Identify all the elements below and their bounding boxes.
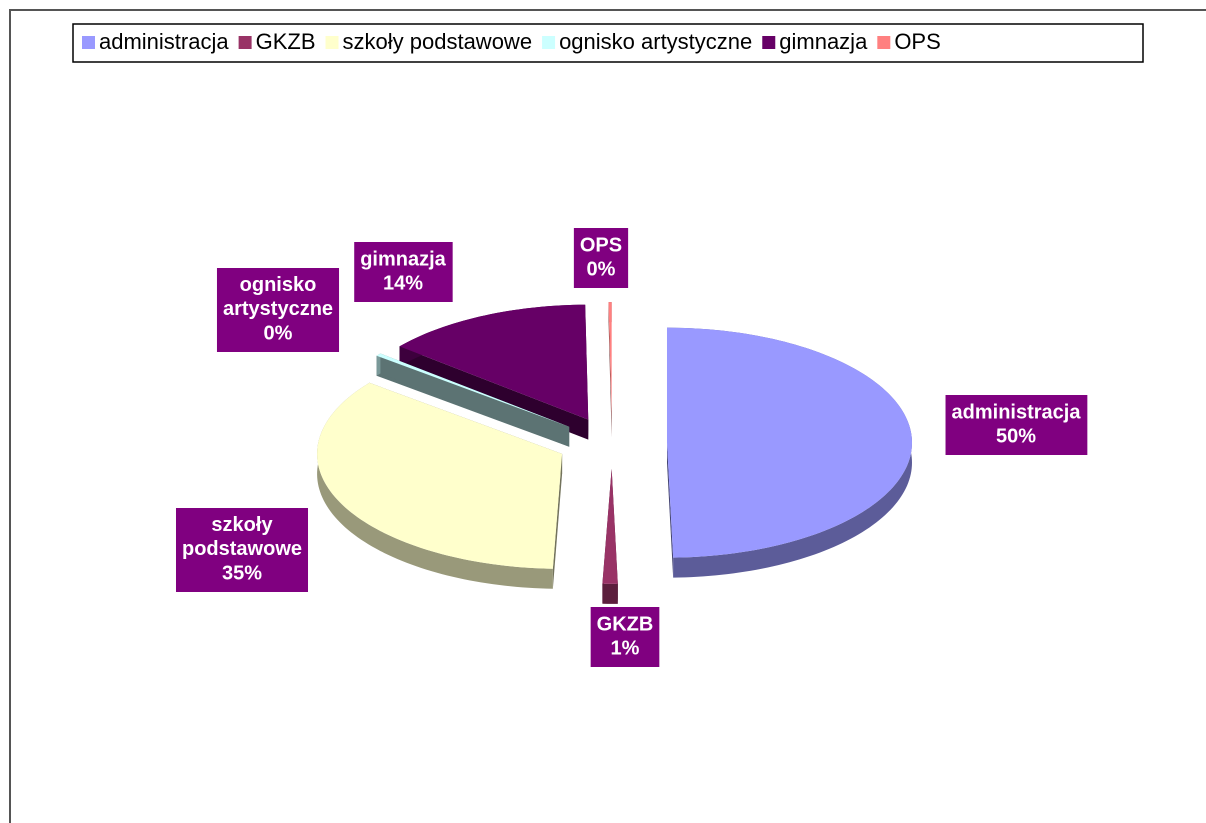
legend-label: gimnazja [779, 29, 868, 54]
slice [317, 382, 563, 589]
slice-side [602, 583, 618, 604]
slice-wall [666, 442, 674, 578]
data-label-box [216, 268, 340, 352]
slice [376, 353, 570, 447]
legend-label: OPS [894, 29, 940, 54]
legend-box [72, 23, 1144, 63]
data-label-category: GKZB [597, 613, 654, 635]
data-label-box [175, 508, 309, 592]
legend-swatch [325, 36, 339, 49]
slice-side [317, 382, 553, 589]
slice [666, 327, 912, 578]
legend-swatch [877, 36, 891, 49]
data-label-box [945, 395, 1088, 455]
data-label-value: 0% [587, 258, 616, 280]
slice-wall [608, 302, 612, 438]
data-label-value: 35% [222, 562, 262, 584]
slice-top [317, 382, 563, 569]
legend-swatch [238, 36, 252, 49]
slice-top [608, 302, 612, 418]
slice-top [376, 353, 570, 427]
data-label-category: szkoły podstawowe [182, 514, 302, 560]
slice-top [666, 327, 912, 558]
legend-label: GKZB [256, 29, 316, 54]
legend-label: administracja [99, 29, 229, 54]
data-label-value: 50% [996, 425, 1036, 447]
data-label-box [590, 607, 660, 667]
data-label-category: ognisko artystyczne [223, 274, 333, 320]
slice [608, 302, 612, 438]
chart-border [9, 9, 1206, 823]
data-label-box [354, 242, 453, 302]
legend-swatch [542, 36, 556, 49]
data-label-box [573, 228, 629, 288]
slice-top [399, 304, 589, 420]
data-label-value: 0% [264, 322, 293, 344]
data-label-category: administracja [952, 401, 1082, 423]
slice-top [602, 468, 618, 584]
data-label-category: OPS [580, 234, 622, 256]
slice-side [376, 353, 381, 376]
legend-label: ognisko artystyczne [559, 29, 752, 54]
data-label-value: 1% [611, 637, 640, 659]
legend-swatch [82, 36, 95, 49]
slice-wall [552, 453, 563, 589]
slice [602, 468, 618, 604]
data-label-category: gimnazja [360, 248, 446, 270]
data-label-value: 14% [383, 272, 423, 294]
legend-label: szkoły podstawowe [343, 29, 533, 54]
legend-swatch [762, 36, 776, 49]
slice-wall [380, 353, 570, 447]
